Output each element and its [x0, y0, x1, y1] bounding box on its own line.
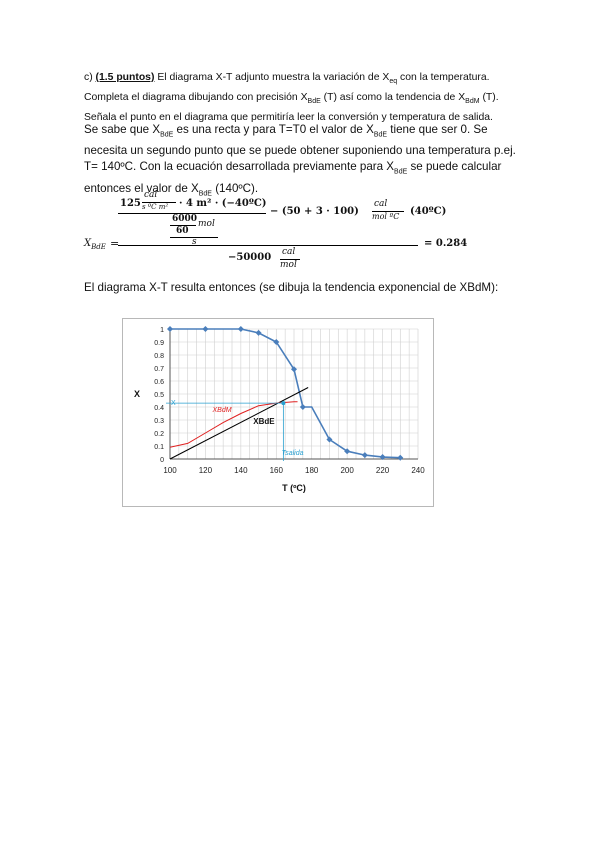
y-tick-label: 0.3	[154, 418, 164, 425]
xeq-marker	[361, 452, 368, 459]
xeq-marker	[167, 326, 173, 332]
y-tick-label: 0.2	[154, 431, 164, 438]
problem-statement: c) (1.5 puntos) El diagrama X-T adjunto …	[84, 72, 499, 124]
y-tick-label: 0	[160, 457, 164, 464]
x-tick-label: 160	[270, 466, 284, 475]
y-tick-label: 0.1	[154, 444, 164, 451]
chart-intro-text: El diagrama X-T resulta entonces (se dib…	[84, 281, 499, 294]
xt-chart-svg: 100 120 140 160 180 200 220 240 0 0.1 0.2 0.3 0.4 0.5…	[134, 326, 425, 493]
xbde-line	[169, 387, 309, 460]
y-tick-label: 0.7	[154, 366, 164, 373]
x-tick-label: 120	[199, 466, 213, 475]
y-axis-label: X	[134, 389, 140, 399]
y-tick-label: 1	[160, 327, 164, 334]
x-tick-label: 240	[411, 466, 425, 475]
x-exit-annotation: X	[171, 400, 176, 407]
xeq-marker	[344, 448, 351, 455]
equation-xbde: 125 cal s ºC m² · 4 m² · (−40ºC) 6000 mo…	[84, 190, 468, 270]
xbdm-annotation: XBdM	[212, 407, 232, 414]
y-tick-label: 0.4	[154, 405, 164, 412]
x-axis-label: T (ºC)	[282, 483, 306, 493]
tsalida-annotation: Tsalida	[282, 450, 304, 457]
xeq-marker	[379, 454, 386, 461]
xeq-marker	[255, 329, 262, 336]
y-tick-label: 0.6	[154, 379, 164, 386]
x-tick-label: 100	[163, 466, 177, 475]
y-tick-label: 0.9	[154, 340, 164, 347]
xbdm-curve	[169, 401, 298, 448]
xeq-marker	[326, 436, 333, 443]
xeq-marker	[202, 326, 209, 332]
xeq-marker	[273, 339, 280, 345]
xeq-marker	[299, 404, 306, 410]
xeq-marker	[397, 454, 404, 461]
xbde-annotation: XBdE	[253, 417, 275, 426]
solution-paragraph: Se sabe que XBdE es una recta y para T=T…	[84, 123, 516, 197]
x-tick-label: 180	[305, 466, 319, 475]
xeq-marker	[291, 366, 297, 373]
x-tick-label: 200	[340, 466, 354, 475]
operating-point	[281, 401, 286, 406]
y-tick-label: 0.8	[154, 353, 164, 360]
xeq-marker	[237, 326, 244, 332]
xt-diagram: 100 120 140 160 180 200 220 240 0 0.1 0.2 0.3 0.4 0.5…	[122, 318, 434, 507]
y-tick-label: 0.5	[154, 392, 164, 399]
x-tick-label: 140	[234, 466, 248, 475]
x-tick-label: 220	[376, 466, 390, 475]
points-label: (1.5 puntos)	[95, 72, 155, 83]
